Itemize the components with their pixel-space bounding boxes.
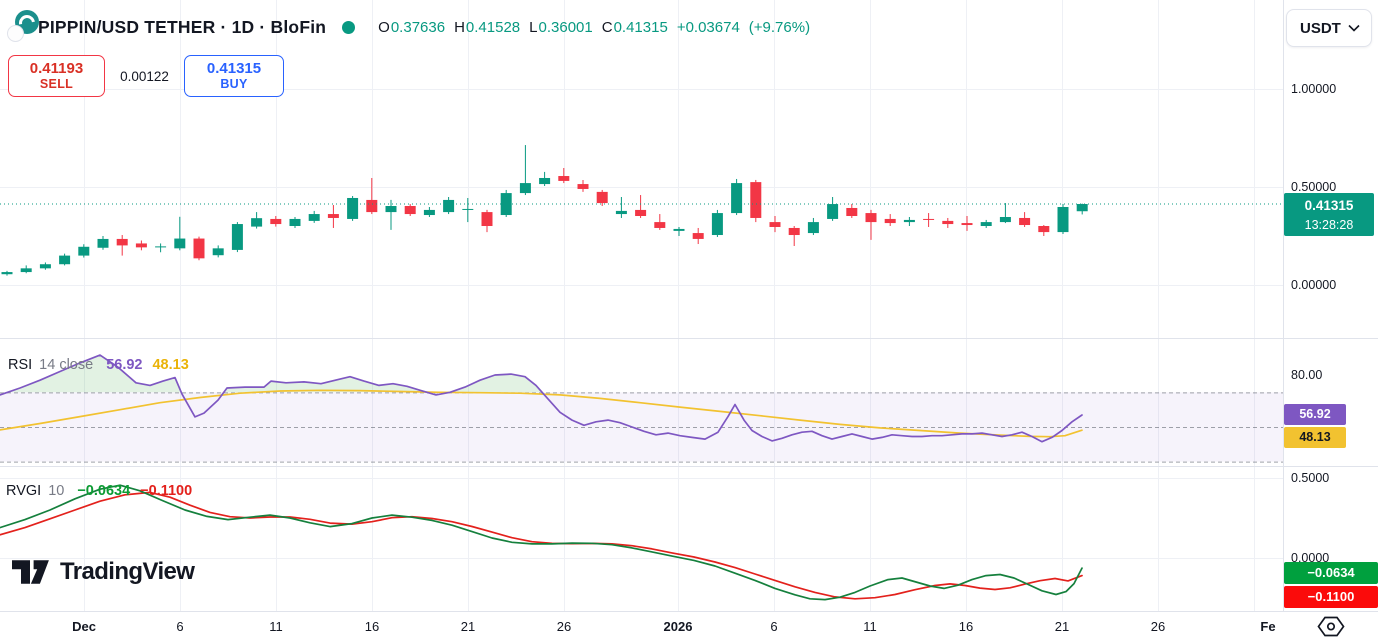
rsi-title[interactable]: RSI xyxy=(8,357,33,373)
time-axis-label: 21 xyxy=(460,619,476,634)
symbol-title[interactable]: PIPPIN/USD TETHER · 1D · BloFin xyxy=(38,16,327,37)
time-axis-label: 26 xyxy=(556,619,572,634)
tradingview-mark-icon xyxy=(12,560,49,584)
sell-price: 0.41193 xyxy=(29,59,84,77)
time-axis-label: 16 xyxy=(364,619,380,634)
open-label: O xyxy=(378,18,390,36)
high-label: H xyxy=(454,18,465,36)
rsi-params: 14 close xyxy=(39,357,94,373)
symbol-logo-icon xyxy=(7,10,39,42)
change-pct-value: (+9.76%) xyxy=(748,18,811,36)
rvgi-signal-value: −0.1100 xyxy=(140,483,193,499)
rvgi-value-badge: −0.0634 xyxy=(1284,562,1378,584)
tradingview-logo[interactable]: TradingView xyxy=(10,554,195,590)
time-axis-label: Fe xyxy=(1260,619,1276,634)
rvgi-value: −0.0634 xyxy=(77,483,131,499)
currency-label: USDT xyxy=(1300,19,1341,37)
open-value: 0.37636 xyxy=(390,18,446,36)
rsi-value: 56.92 xyxy=(106,357,143,373)
low-label: L xyxy=(529,18,538,36)
close-label: C xyxy=(601,18,613,36)
price-axis-label: 0.00000 xyxy=(1291,278,1337,292)
buy-button[interactable]: 0.41315 BUY xyxy=(184,55,284,97)
bar-countdown: 13:28:28 xyxy=(1304,217,1354,232)
spread-value: 0.00122 xyxy=(120,69,169,84)
rvgi-indicator-row: RVGI 10 −0.0634 −0.1100 xyxy=(6,483,192,499)
pane-settings-icon[interactable] xyxy=(1317,616,1345,642)
tradingview-logo-text: TradingView xyxy=(60,558,195,585)
rvgi-title[interactable]: RVGI xyxy=(6,483,42,499)
price-axis-label: 0.50000 xyxy=(1291,180,1337,194)
market-status-icon xyxy=(342,20,356,34)
high-value: 0.41528 xyxy=(465,18,521,36)
ohlc-values: O 0.37636 H 0.41528 L 0.36001 C 0.41315 +0.0… xyxy=(369,19,810,36)
close-value: 0.41315 xyxy=(613,18,668,36)
rvgi-axis-label: 0.5000 xyxy=(1291,471,1330,485)
time-axis-label: 6 xyxy=(176,619,184,634)
rvgi-signal-badge: −0.1100 xyxy=(1284,586,1378,608)
sell-button[interactable]: 0.41193 SELL xyxy=(8,55,105,97)
current-price-badge: 0.41315 13:28:28 xyxy=(1284,193,1374,236)
time-axis-label: 11 xyxy=(863,619,877,634)
time-axis-label: 6 xyxy=(770,619,778,634)
sell-label: SELL xyxy=(39,77,74,92)
current-price-value: 0.41315 xyxy=(1304,198,1354,213)
rsi-value-badge: 56.92 xyxy=(1284,404,1346,425)
rsi-ma-value: 48.13 xyxy=(152,357,189,373)
price-axis-label: 1.00000 xyxy=(1291,82,1337,96)
time-axis-label: 11 xyxy=(269,619,283,634)
chart-canvas[interactable] xyxy=(0,0,1378,612)
rvgi-params: 10 xyxy=(48,483,65,499)
time-axis-label: Dec xyxy=(72,619,96,634)
buy-price: 0.41315 xyxy=(206,59,262,77)
rsi-ma-badge: 48.13 xyxy=(1284,427,1346,448)
time-axis-label: 16 xyxy=(958,619,974,634)
chart-legend: PIPPIN/USD TETHER · 1D · BloFin O 0.37636… xyxy=(38,12,810,42)
buy-label: BUY xyxy=(220,77,248,92)
time-scale[interactable]: Dec 6 11 16 21 26 2026 6 11 16 21 26 Fe xyxy=(0,612,1378,644)
rsi-axis-label: 80.00 xyxy=(1291,368,1323,382)
time-axis-label: 2026 xyxy=(663,619,693,634)
change-value: +0.03674 xyxy=(676,18,740,36)
rvgi-axis-label: 0.0000 xyxy=(1291,551,1330,565)
rsi-indicator-row: RSI 14 close 56.92 48.13 xyxy=(8,357,189,373)
time-axis-label: 26 xyxy=(1150,619,1166,634)
chevron-down-icon xyxy=(1348,24,1360,32)
currency-selector[interactable]: USDT xyxy=(1286,9,1372,47)
time-axis-label: 21 xyxy=(1054,619,1070,634)
low-value: 0.36001 xyxy=(538,18,593,36)
